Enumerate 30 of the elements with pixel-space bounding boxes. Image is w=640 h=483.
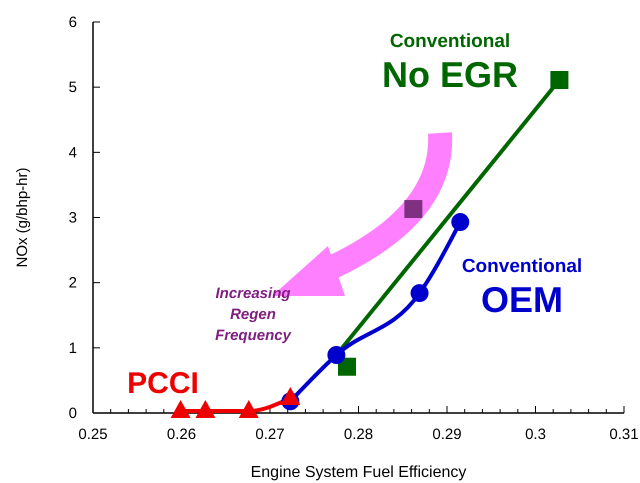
point [327, 346, 346, 364]
point [195, 400, 216, 418]
point [338, 358, 356, 376]
point [550, 71, 568, 89]
x-tick-label: 0.29 [432, 426, 462, 443]
point [410, 284, 429, 302]
y-tick-label: 4 [68, 144, 77, 162]
x-tick-label: 0.26 [166, 426, 196, 443]
y-tick-label: 3 [68, 210, 77, 226]
x-tick-label: 0.3 [525, 426, 546, 443]
y-tick-label: 5 [68, 79, 77, 96]
point [451, 213, 470, 232]
point [404, 200, 422, 218]
x-tick-label: 0.31 [609, 426, 639, 443]
point [170, 400, 191, 418]
y-axis-title: NOx (g/bhp-hr) [14, 167, 31, 268]
x-axis-title: Engine System Fuel Efficiency [250, 464, 466, 481]
point [280, 387, 300, 406]
annotation: Increasing Regen Frequency [215, 285, 292, 344]
series-label: Conventional OEM [462, 256, 582, 320]
y-tick-label: 6 [68, 14, 77, 31]
y-tick-label: 0 [68, 405, 77, 422]
x-tick-label: 0.27 [255, 426, 285, 443]
point [238, 400, 259, 418]
series-label: PCCI [127, 367, 199, 400]
series-label: Conventional No EGR [382, 31, 518, 95]
y-tick-label: 1 [68, 340, 77, 357]
x-tick-label: 0.25 [78, 426, 108, 443]
x-tick-label: 0.28 [344, 426, 374, 443]
y-tick-label: 2 [68, 274, 77, 292]
